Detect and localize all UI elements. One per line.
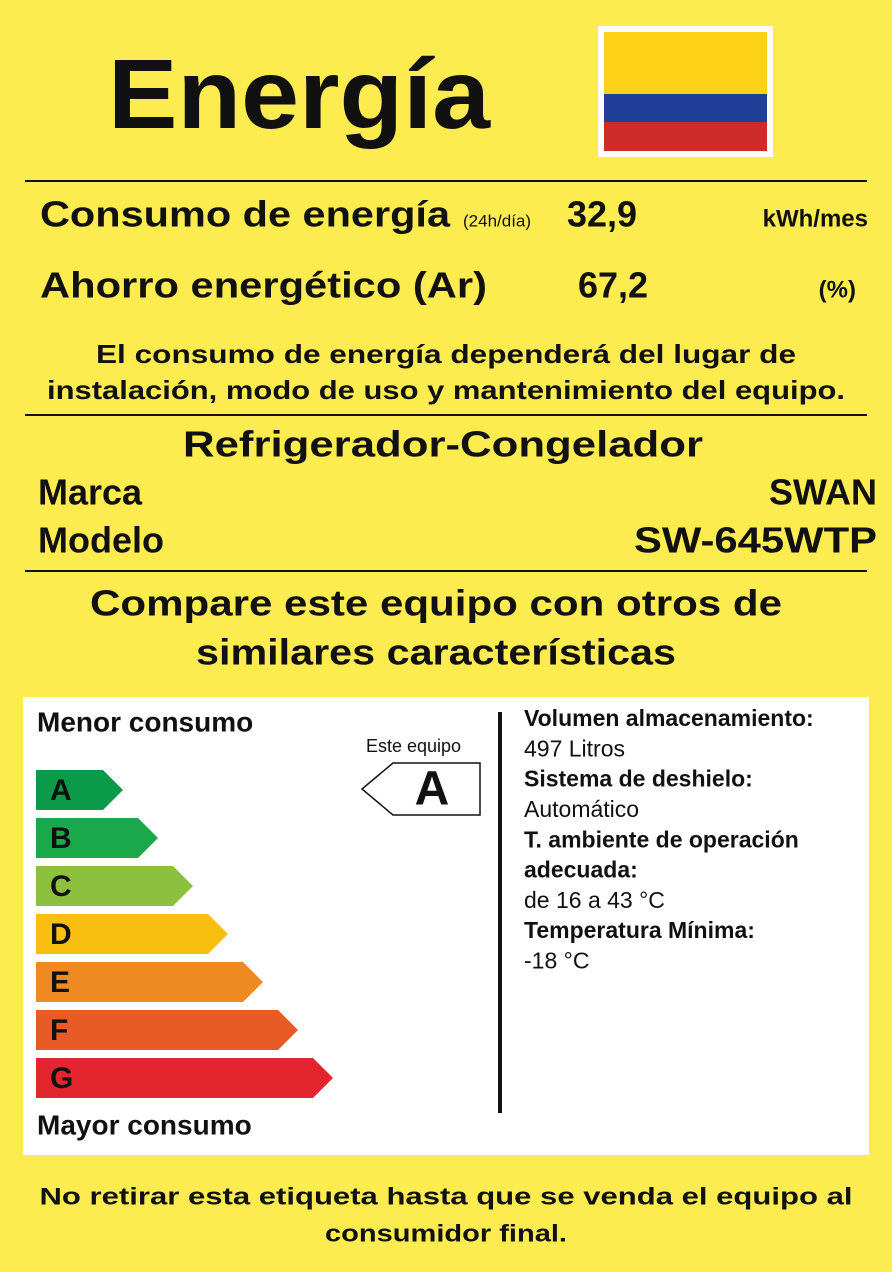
- pointer-arrow: [360, 762, 481, 816]
- brand-value: SWAN: [769, 472, 877, 513]
- spec-label: T. ambiente de operación: [524, 826, 799, 852]
- specs: Volumen almacenamiento: 497 Litros Sistema…: [524, 705, 814, 973]
- model-value: SW-645WTP: [634, 520, 877, 561]
- spec-label: Temperatura Mínima:: [524, 917, 755, 943]
- spec-value: 497 Litros: [524, 735, 625, 761]
- class-letter: F: [50, 1014, 68, 1047]
- spec-value: -18 °C: [524, 947, 589, 973]
- spec-label: Volumen almacenamiento:: [524, 705, 814, 731]
- pointer-label: Este equipo: [366, 736, 461, 756]
- class-letter: G: [50, 1062, 73, 1095]
- note-line: El consumo de energía dependerá del luga…: [96, 339, 796, 369]
- savings-unit: (%): [819, 276, 856, 303]
- footer-line: consumidor final.: [325, 1220, 567, 1247]
- scale-bottom: Mayor consumo: [37, 1109, 252, 1140]
- flag: [598, 26, 773, 157]
- spec-label: adecuada:: [524, 857, 638, 883]
- rating: A: [415, 763, 450, 816]
- consumption-label: Consumo de energía: [40, 194, 451, 235]
- class-bar: [36, 962, 263, 1002]
- class-bar: [36, 914, 228, 954]
- class-bar: [36, 866, 193, 906]
- compare-line: similares características: [196, 632, 676, 673]
- consumption-condition: (24h/día): [463, 211, 531, 230]
- class-bar: [36, 818, 158, 858]
- class-bar: [36, 1058, 333, 1098]
- consumption-unit: kWh/mes: [763, 205, 868, 232]
- dividers: [25, 180, 867, 572]
- savings-value: 67,2: [578, 265, 648, 306]
- footer-line: No retirar esta etiqueta hasta que se ve…: [40, 1183, 853, 1210]
- brand-label: Marca: [38, 472, 143, 513]
- product-type: Refrigerador-Congelador: [183, 424, 703, 465]
- spec-value: de 16 a 43 °C: [524, 887, 665, 913]
- model-label: Modelo: [38, 520, 164, 561]
- class-bar: [36, 1010, 298, 1050]
- spec-label: Sistema de deshielo:: [524, 766, 753, 792]
- note-line: instalación, modo de uso y mantenimiento…: [47, 375, 845, 405]
- class-letter: E: [50, 966, 70, 999]
- class-letter: A: [50, 774, 72, 807]
- compare-line: Compare este equipo con otros de: [90, 583, 782, 624]
- class-bar: [36, 770, 123, 810]
- spec-value: Automático: [524, 796, 639, 822]
- title: Energía: [108, 39, 492, 149]
- consumption-value: 32,9: [567, 194, 637, 235]
- scale-top: Menor consumo: [37, 706, 253, 737]
- class-letter: D: [50, 918, 72, 951]
- class-letter: B: [50, 822, 72, 855]
- savings-label: Ahorro energético (Ar): [40, 265, 487, 306]
- class-letter: C: [50, 870, 72, 903]
